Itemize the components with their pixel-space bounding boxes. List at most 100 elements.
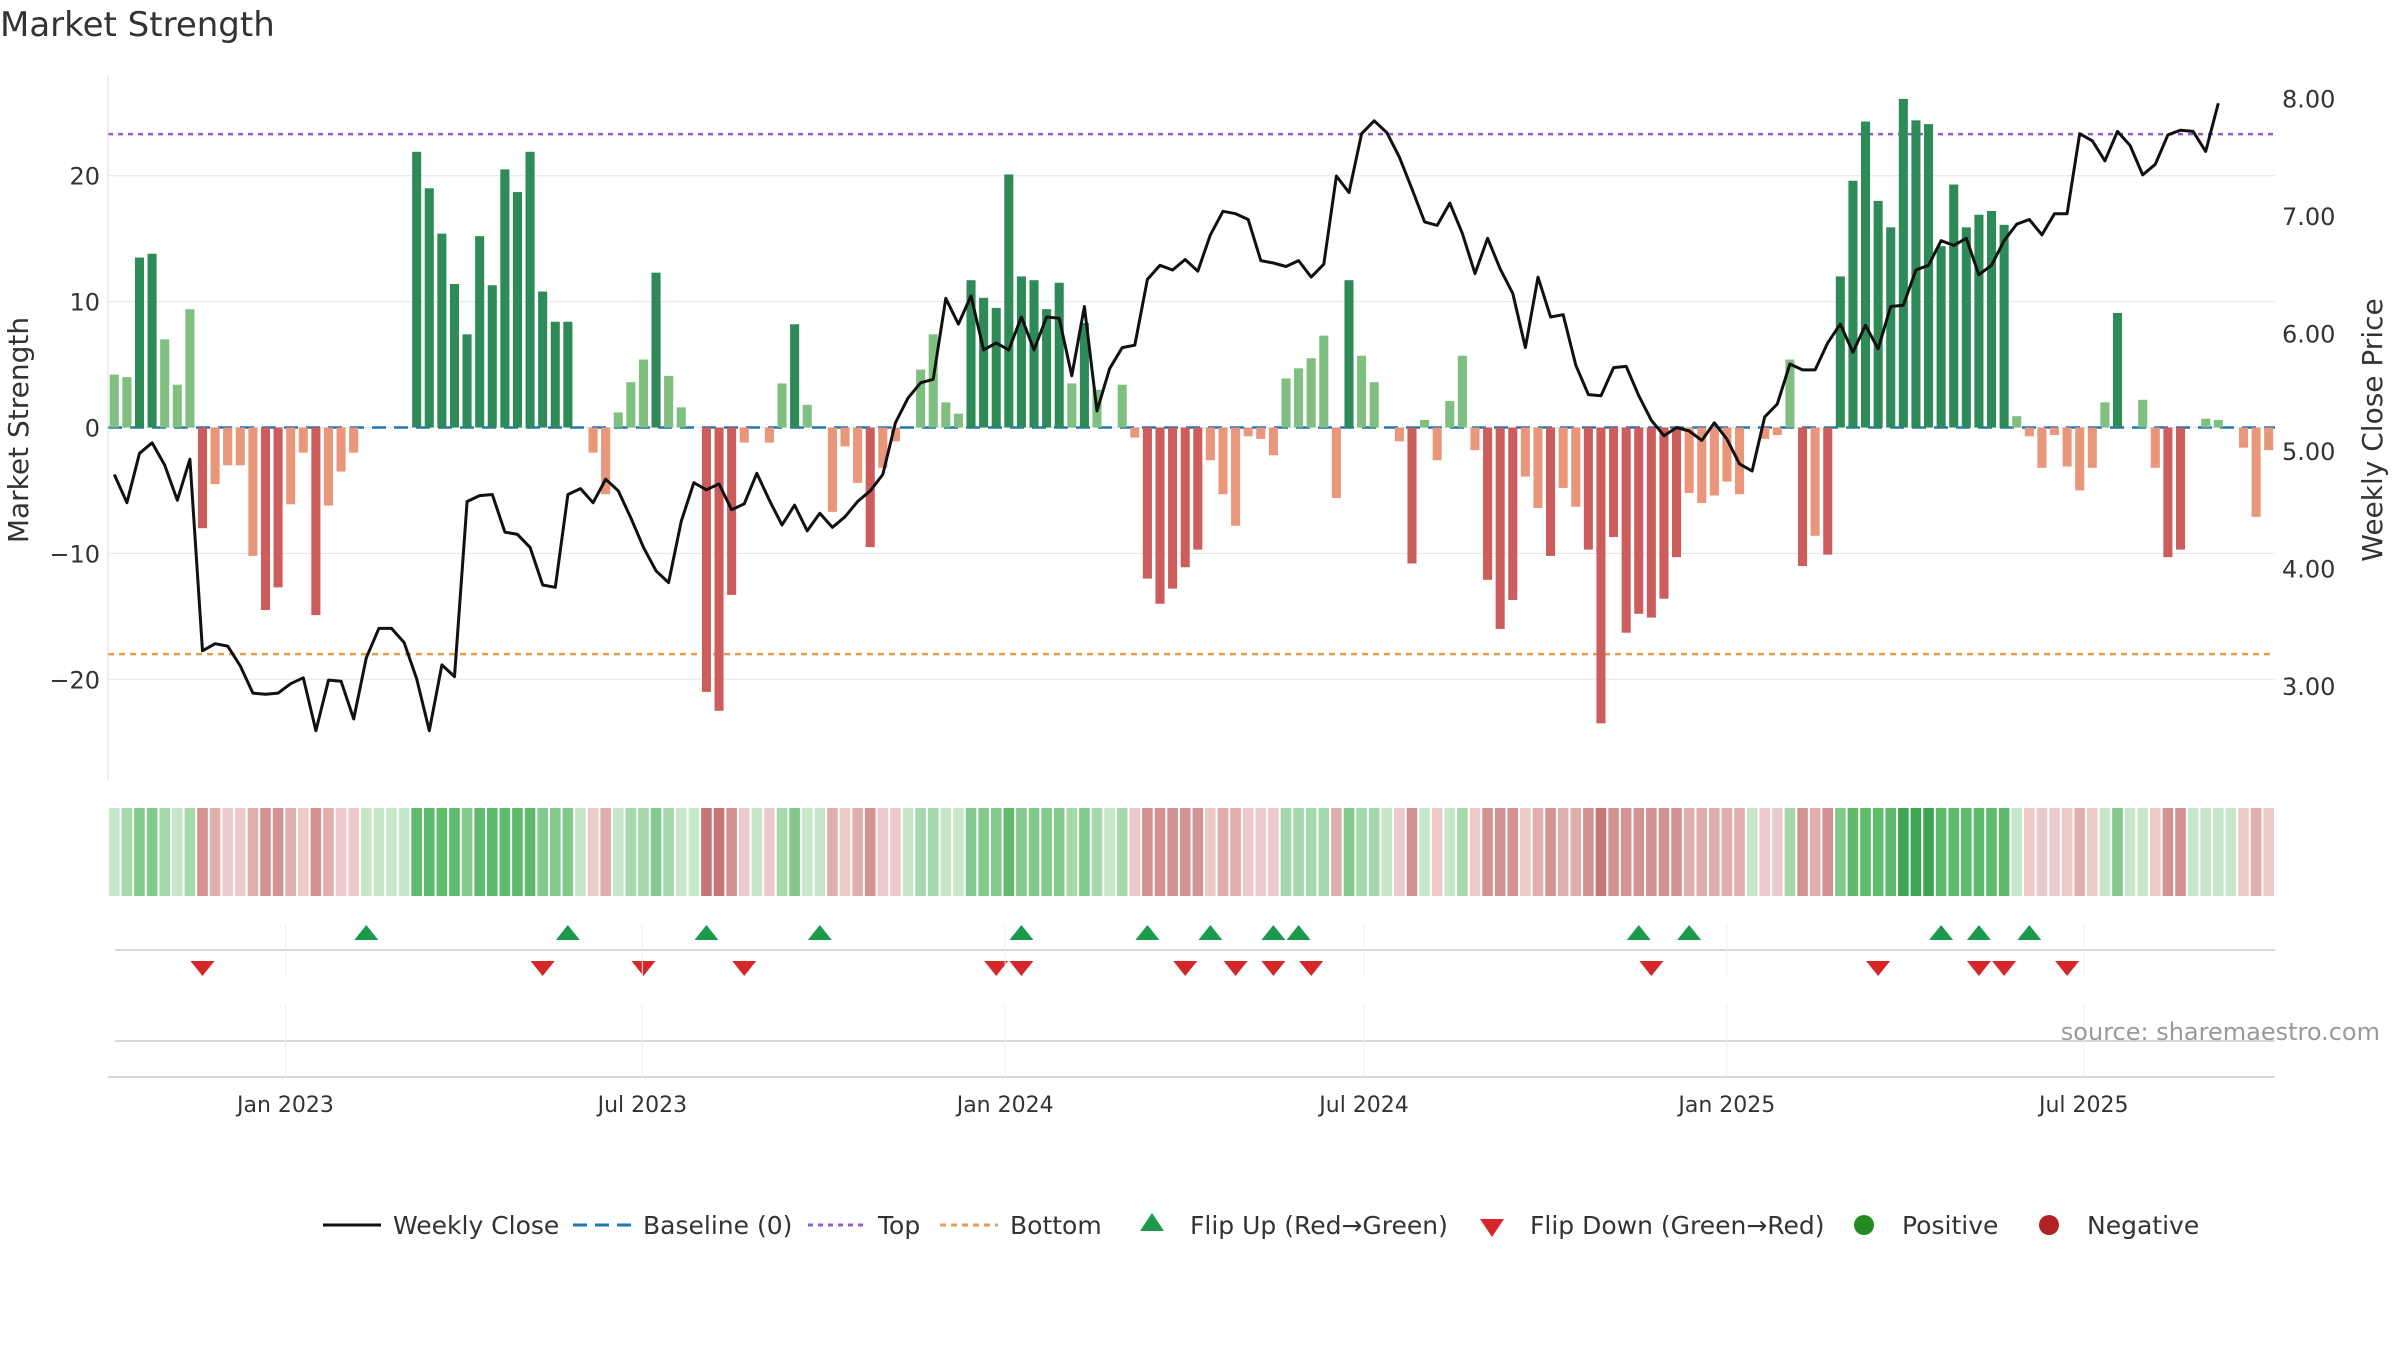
heat-cell — [751, 808, 763, 896]
strength-bar — [1306, 358, 1316, 428]
strength-bar — [1848, 180, 1858, 428]
heat-cell — [1053, 808, 1065, 896]
heat-cell — [1457, 808, 1468, 896]
flip-down-marker — [1261, 961, 1286, 976]
heat-cell — [1305, 808, 1317, 896]
heat-cell — [1381, 808, 1393, 896]
strength-bar — [563, 321, 573, 428]
strength-bar — [122, 377, 132, 428]
heat-cell — [638, 808, 649, 896]
strength-bar — [1470, 427, 1480, 451]
heat-cell — [1129, 808, 1141, 896]
strength-bar — [109, 374, 119, 428]
strength-bar — [1432, 427, 1442, 461]
heat-cell — [726, 808, 737, 896]
strength-bar — [2251, 427, 2261, 517]
strength-bar — [1268, 427, 1278, 456]
heat-cell — [1482, 808, 1493, 896]
strength-bar — [991, 307, 1001, 428]
heat-cell — [612, 808, 624, 896]
strength-bar — [714, 427, 724, 711]
strength-bar — [626, 382, 636, 428]
heat-cell — [184, 808, 196, 896]
heat-cell — [2049, 808, 2060, 896]
strength-bar — [1029, 280, 1039, 428]
heat-cell — [285, 808, 296, 896]
strength-bar — [1546, 427, 1556, 556]
heat-cell — [1356, 808, 1367, 896]
strength-bar — [2238, 427, 2249, 448]
heat-cell — [1091, 808, 1103, 896]
chart-title: Market Strength — [0, 5, 275, 45]
flip-up-marker — [354, 925, 379, 940]
heat-cell — [2099, 808, 2111, 896]
strength-bar — [2037, 427, 2047, 468]
flip-down-marker — [1009, 961, 1034, 976]
heat-cell — [1406, 808, 1418, 896]
strength-bar — [853, 427, 863, 483]
legend-label: Positive — [1902, 1211, 1998, 1240]
strength-bar — [1445, 401, 1455, 428]
heat-cell — [562, 808, 574, 896]
heat-cell — [537, 808, 548, 896]
heat-cell — [1872, 808, 1884, 896]
heat-cell — [499, 808, 511, 896]
strength-bar — [613, 412, 623, 428]
heat-cell — [701, 808, 712, 896]
x-tick-label: Jan 2023 — [235, 1093, 334, 1118]
strength-bar — [2087, 427, 2097, 468]
heat-cell — [323, 808, 334, 896]
strength-bar — [1508, 427, 1518, 600]
strength-bar — [1193, 427, 1203, 550]
heat-cell — [1154, 808, 1166, 896]
weekly-close-line — [112, 102, 2220, 733]
heat-cell — [272, 808, 284, 896]
strength-bar — [1785, 359, 1795, 428]
strength-bar — [1936, 246, 1946, 428]
y2-tick-label: 7.00 — [2282, 203, 2335, 231]
heat-cell — [1696, 808, 1708, 896]
strength-bar — [1180, 427, 1190, 568]
strength-bar — [638, 359, 648, 428]
heat-cell — [1255, 808, 1267, 896]
heat-cell — [1419, 808, 1430, 896]
strength-bar — [185, 309, 195, 428]
strength-bar — [827, 427, 837, 512]
strength-bar — [1130, 427, 1140, 438]
strength-bar — [588, 427, 598, 453]
heat-cell — [2011, 808, 2023, 896]
heat-cell — [1016, 808, 1027, 896]
heat-cell — [436, 808, 448, 896]
strength-bar — [664, 375, 674, 428]
strength-bar — [1634, 427, 1644, 614]
strength-bar — [1042, 309, 1052, 428]
y2-tick-label: 4.00 — [2282, 556, 2335, 584]
strength-bar — [1760, 427, 1770, 439]
heat-cell — [1217, 808, 1229, 896]
strength-bar — [235, 427, 245, 466]
strength-bar — [1684, 427, 1694, 493]
heat-cell — [776, 808, 788, 896]
strength-bar — [1394, 427, 1404, 442]
legend-label: Baseline (0) — [643, 1211, 792, 1240]
flip-up-marker — [1626, 925, 1651, 940]
y2-tick-label: 8.00 — [2282, 86, 2335, 114]
strength-bar — [1558, 427, 1568, 488]
strength-bar — [1697, 427, 1707, 504]
heat-cell — [1192, 808, 1204, 896]
legend-label: Negative — [2087, 1211, 2199, 1240]
heat-cell — [209, 808, 221, 896]
heat-cell — [197, 808, 208, 896]
heat-cell — [2150, 808, 2161, 896]
y-tick-label: −10 — [49, 540, 100, 568]
strength-bar — [2049, 427, 2060, 436]
strength-bar — [2213, 419, 2223, 428]
heat-cell — [650, 808, 662, 896]
heat-cell — [134, 808, 145, 896]
heat-cell — [965, 808, 977, 896]
heat-cell — [2162, 808, 2174, 896]
strength-bar — [1923, 124, 1934, 428]
strength-bar — [260, 427, 271, 611]
strength-bar — [1722, 427, 1732, 482]
heat-cell — [688, 808, 700, 896]
